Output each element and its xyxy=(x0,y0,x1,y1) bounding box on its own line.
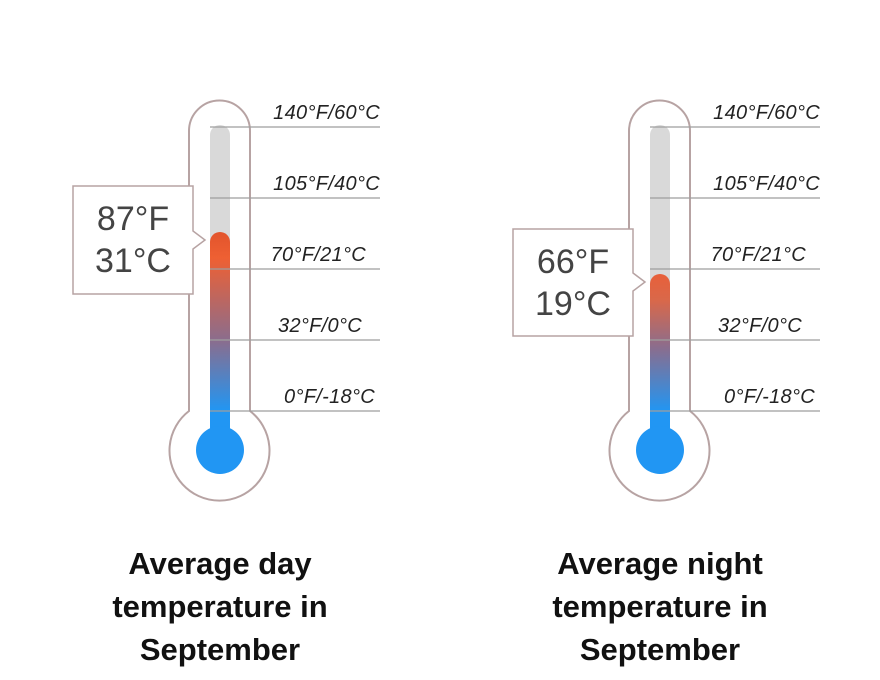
value-callout xyxy=(512,228,647,337)
value-callout xyxy=(72,185,207,295)
tick-label-140: 140°F/60°C xyxy=(273,102,380,124)
thermometer-title: Average night temperature in September xyxy=(510,542,810,671)
thermometer-day: 140°F/60°C 105°F/40°C 70°F/21°C 32°F/0°C… xyxy=(70,99,380,671)
title-line: Average night xyxy=(557,546,763,581)
thermometer-bulb xyxy=(636,426,684,474)
value-celsius: 31°C xyxy=(95,242,171,280)
tick-label-105: 105°F/40°C xyxy=(713,173,820,195)
tick-label-32: 32°F/0°C xyxy=(718,315,802,337)
thermometer-graphic xyxy=(512,99,820,502)
tick-label-32: 32°F/0°C xyxy=(278,315,362,337)
title-line: temperature in xyxy=(112,589,328,624)
thermometer-graphic xyxy=(72,99,380,502)
tick-label-0: 0°F/-18°C xyxy=(284,386,375,408)
thermometer-bulb xyxy=(196,426,244,474)
title-line: Average day xyxy=(128,546,312,581)
thermometer-fill xyxy=(210,232,230,442)
value-fahrenheit: 66°F xyxy=(536,243,610,281)
title-line: September xyxy=(579,632,741,667)
tick-label-0: 0°F/-18°C xyxy=(724,386,815,408)
value-fahrenheit: 87°F xyxy=(96,200,170,238)
tick-label-105: 105°F/40°C xyxy=(273,173,380,195)
title-line: September xyxy=(139,632,301,667)
value-celsius: 19°C xyxy=(535,285,611,323)
tick-label-70: 70°F/21°C xyxy=(710,244,806,266)
thermometer-night: 140°F/60°C 105°F/40°C 70°F/21°C 32°F/0°C… xyxy=(440,0,880,680)
tick-label-70: 70°F/21°C xyxy=(270,244,366,266)
thermometer-title: Average day temperature in September xyxy=(70,542,370,671)
thermometer-fill xyxy=(650,274,670,442)
tick-lines xyxy=(210,126,380,412)
tick-label-140: 140°F/60°C xyxy=(713,102,820,124)
tick-lines xyxy=(650,126,820,412)
title-line: temperature in xyxy=(552,589,768,624)
